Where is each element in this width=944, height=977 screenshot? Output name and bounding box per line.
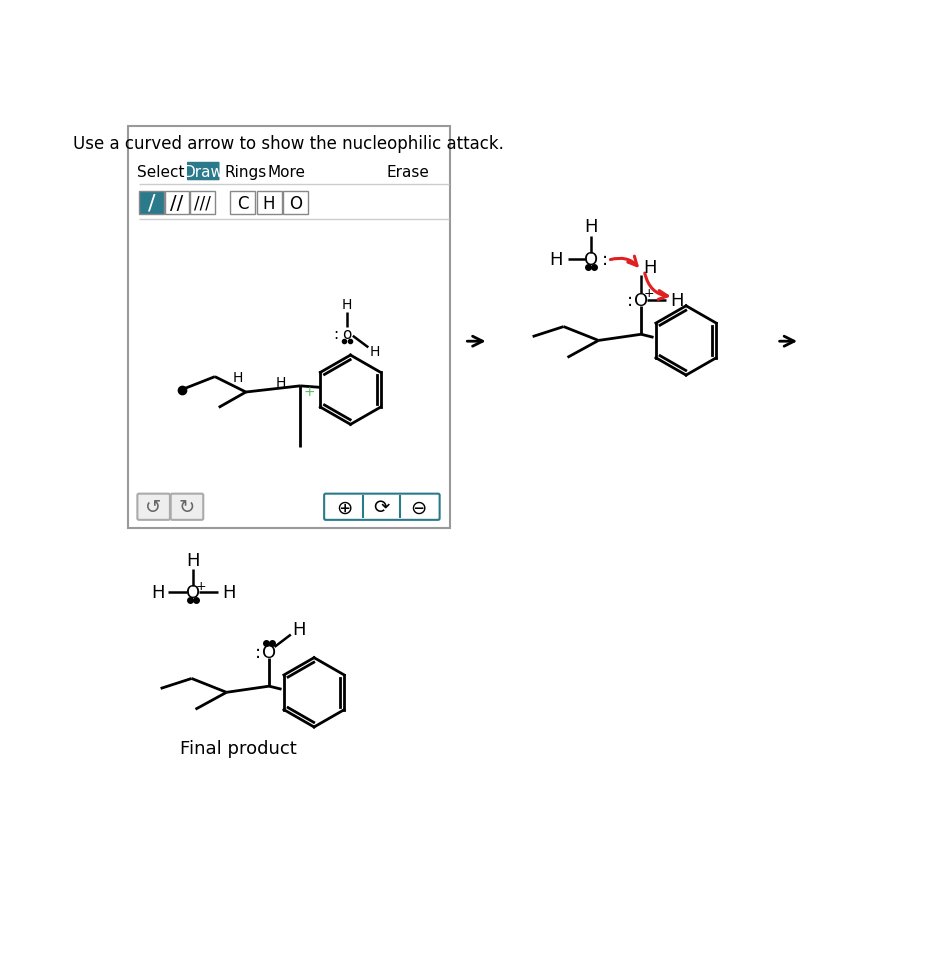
Text: Rings: Rings	[225, 165, 267, 180]
Text: H: H	[233, 370, 244, 384]
Text: H: H	[584, 218, 598, 236]
Text: Final product: Final product	[179, 739, 296, 757]
Text: ⊖: ⊖	[411, 497, 427, 517]
Text: :: :	[627, 291, 633, 310]
FancyBboxPatch shape	[190, 191, 215, 215]
Text: Use a curved arrow to show the nucleophilic attack.: Use a curved arrow to show the nucleophi…	[73, 135, 504, 153]
Text: H: H	[222, 583, 236, 602]
Text: O: O	[634, 291, 649, 310]
Text: H: H	[670, 291, 683, 310]
FancyBboxPatch shape	[187, 162, 220, 181]
Text: H: H	[186, 551, 200, 570]
Text: //: //	[170, 193, 183, 213]
Text: Erase: Erase	[387, 165, 430, 180]
Text: Draw: Draw	[183, 164, 223, 180]
Text: H: H	[549, 250, 563, 269]
Text: o: o	[342, 326, 351, 342]
Text: H: H	[644, 259, 657, 277]
FancyBboxPatch shape	[230, 191, 255, 215]
Text: H: H	[276, 375, 286, 390]
Text: Select: Select	[137, 165, 184, 180]
FancyBboxPatch shape	[128, 127, 449, 529]
Text: /: /	[147, 193, 155, 213]
Text: ↺: ↺	[145, 497, 161, 517]
Text: :: :	[601, 250, 608, 269]
FancyBboxPatch shape	[171, 494, 203, 521]
Text: ⟳: ⟳	[373, 497, 390, 517]
Text: :: :	[333, 326, 338, 342]
Text: More: More	[268, 165, 306, 180]
Text: C: C	[237, 194, 248, 212]
Text: +: +	[304, 385, 315, 399]
Text: O: O	[289, 194, 302, 212]
FancyBboxPatch shape	[324, 494, 440, 521]
Text: O: O	[583, 250, 598, 269]
Text: H: H	[262, 194, 276, 212]
Text: +: +	[644, 287, 654, 300]
FancyBboxPatch shape	[257, 191, 281, 215]
FancyBboxPatch shape	[138, 494, 170, 521]
Text: H: H	[342, 298, 352, 312]
Text: O: O	[186, 583, 200, 602]
FancyBboxPatch shape	[283, 191, 308, 215]
Text: H: H	[151, 583, 164, 602]
Text: ///: ///	[194, 194, 211, 212]
Text: :: :	[255, 643, 261, 660]
Text: O: O	[262, 643, 277, 660]
Text: H: H	[370, 345, 380, 359]
Text: H: H	[292, 620, 305, 639]
Text: ↻: ↻	[178, 497, 195, 517]
FancyBboxPatch shape	[139, 191, 163, 215]
FancyBboxPatch shape	[164, 191, 190, 215]
Text: ⊕: ⊕	[336, 497, 352, 517]
Text: +: +	[195, 579, 206, 592]
